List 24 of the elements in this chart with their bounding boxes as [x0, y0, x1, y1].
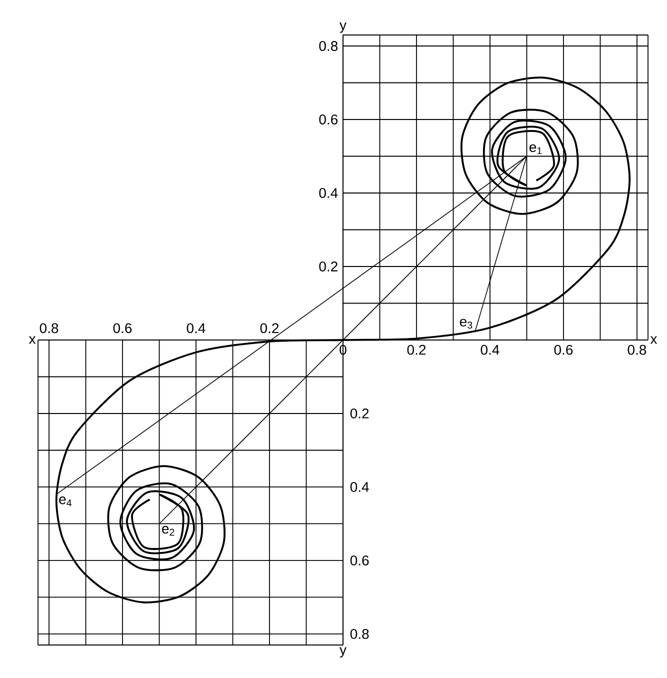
x2-tick-label: 0.8 — [40, 323, 58, 334]
y-tick-label: 0.4 — [319, 188, 338, 198]
y-tick-label: 0.8 — [319, 41, 338, 51]
annotation: e$_{2}$ — [162, 526, 174, 536]
annotation: e$_{3}$ — [460, 318, 472, 329]
x-tick-label: 0.4 — [480, 344, 500, 355]
x2-tick-label: 0.2 — [260, 323, 279, 334]
x-tick-label: 0.8 — [628, 344, 646, 355]
y2-tick-label: 0.8 — [350, 629, 369, 639]
x2-tick-label: 0.4 — [186, 323, 206, 334]
text: y — [340, 647, 346, 658]
annotation: e$_{4}$ — [59, 496, 72, 506]
y-axis-title: y — [340, 22, 346, 33]
y2-tick-label: 0.4 — [350, 482, 369, 492]
y2-tick-label: 0.2 — [350, 408, 369, 418]
x-axis-title: x — [28, 336, 36, 344]
x-tick-label: 0.6 — [554, 344, 573, 355]
x-tick-label: 0.2 — [407, 344, 426, 355]
y-tick-label: 0.2 — [319, 262, 338, 272]
annotation: e$_{1}$ — [530, 144, 542, 154]
y-tick-label: 0.6 — [319, 114, 338, 124]
text: x — [650, 336, 658, 344]
y2-tick-label: 0.6 — [350, 556, 369, 566]
x2-tick-label: 0.6 — [113, 323, 132, 334]
